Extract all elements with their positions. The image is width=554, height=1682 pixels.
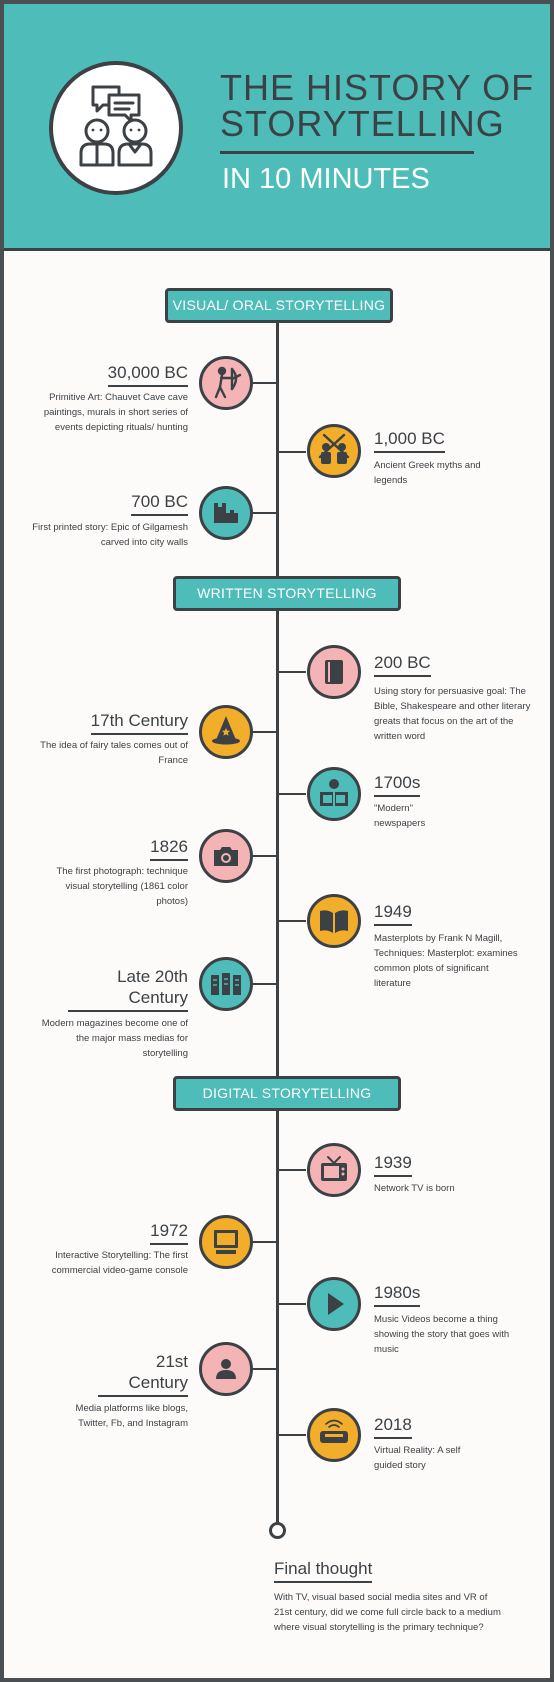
subtitle: IN 10 MINUTES	[222, 163, 430, 195]
tick	[250, 382, 278, 384]
event-description: Ancient Greek myths and legends	[374, 460, 481, 486]
book-icon	[307, 645, 361, 699]
tick	[250, 731, 278, 733]
event-description: Media platforms like blogs, Twitter, Fb,…	[75, 1403, 188, 1429]
newspaper-reader-icon	[307, 767, 361, 821]
title-line-1: THE HISTORY OF	[220, 67, 535, 108]
camera-icon	[199, 829, 253, 883]
event-description: Primitive Art: Chauvet Cave cave paintin…	[43, 392, 188, 433]
event-year: 30,000 BC	[107, 362, 188, 387]
computer-icon	[199, 1215, 253, 1269]
event-description: "Modern" newspapers	[374, 803, 426, 829]
play-icon	[307, 1277, 361, 1331]
final-thought-text: With TV, visual based social media sites…	[274, 1592, 501, 1633]
event-year: 1939	[374, 1152, 412, 1177]
section-written: WRITTEN STORYTELLING	[173, 576, 401, 611]
tick	[278, 793, 306, 795]
event-year: 1826	[150, 836, 188, 861]
event-year: 1949	[374, 901, 412, 926]
event-description: The idea of fairy tales comes out of Fra…	[40, 740, 188, 766]
event-description: Music Videos become a thing showing the …	[374, 1314, 510, 1355]
section-digital: DIGITAL STORYTELLING	[173, 1076, 401, 1111]
event-year: 200 BC	[374, 652, 431, 677]
event-year: 1980s	[374, 1282, 421, 1307]
tick	[250, 1368, 278, 1370]
magazine-icon	[199, 957, 253, 1011]
storytellers-icon	[49, 61, 183, 195]
event-description: Masterplots by Frank N Magill, Technique…	[374, 933, 518, 989]
timeline-end-marker	[269, 1522, 286, 1539]
event-year: 17th Century	[90, 710, 188, 735]
section-visual-oral: VISUAL/ ORAL STORYTELLING	[165, 288, 393, 323]
warriors-icon	[307, 424, 361, 478]
event-description: Network TV is born	[374, 1183, 455, 1194]
event-description: Using story for persuasive goal: The Bib…	[374, 686, 531, 742]
title-underline	[220, 151, 474, 154]
tick	[278, 1169, 306, 1171]
tick	[250, 512, 278, 514]
event-description: First printed story: Epic of Gilgamesh c…	[32, 522, 188, 548]
event-year: 2018	[374, 1414, 412, 1439]
tick	[278, 1434, 306, 1436]
infographic-page: THE HISTORY OF STORYTELLING IN 10 MINUTE…	[4, 4, 550, 1678]
castle-wall-icon	[199, 486, 253, 540]
tick	[250, 855, 278, 857]
user-icon	[199, 1342, 253, 1396]
event-description: Virtual Reality: A self guided story	[374, 1445, 461, 1471]
event-description: Interactive Storytelling: The first comm…	[51, 1250, 188, 1276]
tick	[278, 920, 306, 922]
archer-icon	[199, 356, 253, 410]
event-year: 700 BC	[131, 491, 188, 516]
event-description: The first photograph: technique visual s…	[56, 866, 188, 907]
vr-headset-icon	[307, 1408, 361, 1462]
event-year: 1700s	[374, 772, 421, 797]
event-description: Modern magazines become one of the major…	[41, 1018, 188, 1059]
tv-icon	[307, 1143, 361, 1197]
wizard-hat-icon	[199, 705, 253, 759]
timeline-axis	[276, 304, 279, 1524]
event-year: 1972	[150, 1220, 188, 1245]
final-thought-title: Final thought	[274, 1558, 373, 1583]
open-book-icon	[307, 894, 361, 948]
header-banner: THE HISTORY OF STORYTELLING IN 10 MINUTE…	[4, 4, 550, 251]
tick	[278, 671, 306, 673]
event-year: 1,000 BC	[374, 428, 445, 453]
tick	[278, 1303, 306, 1305]
tick	[278, 451, 306, 453]
title-line-2: STORYTELLING	[220, 103, 505, 144]
tick	[250, 1241, 278, 1243]
tick	[250, 983, 278, 985]
event-year: Late 20th Century	[68, 966, 188, 1012]
event-year: 21st Century	[98, 1351, 188, 1397]
